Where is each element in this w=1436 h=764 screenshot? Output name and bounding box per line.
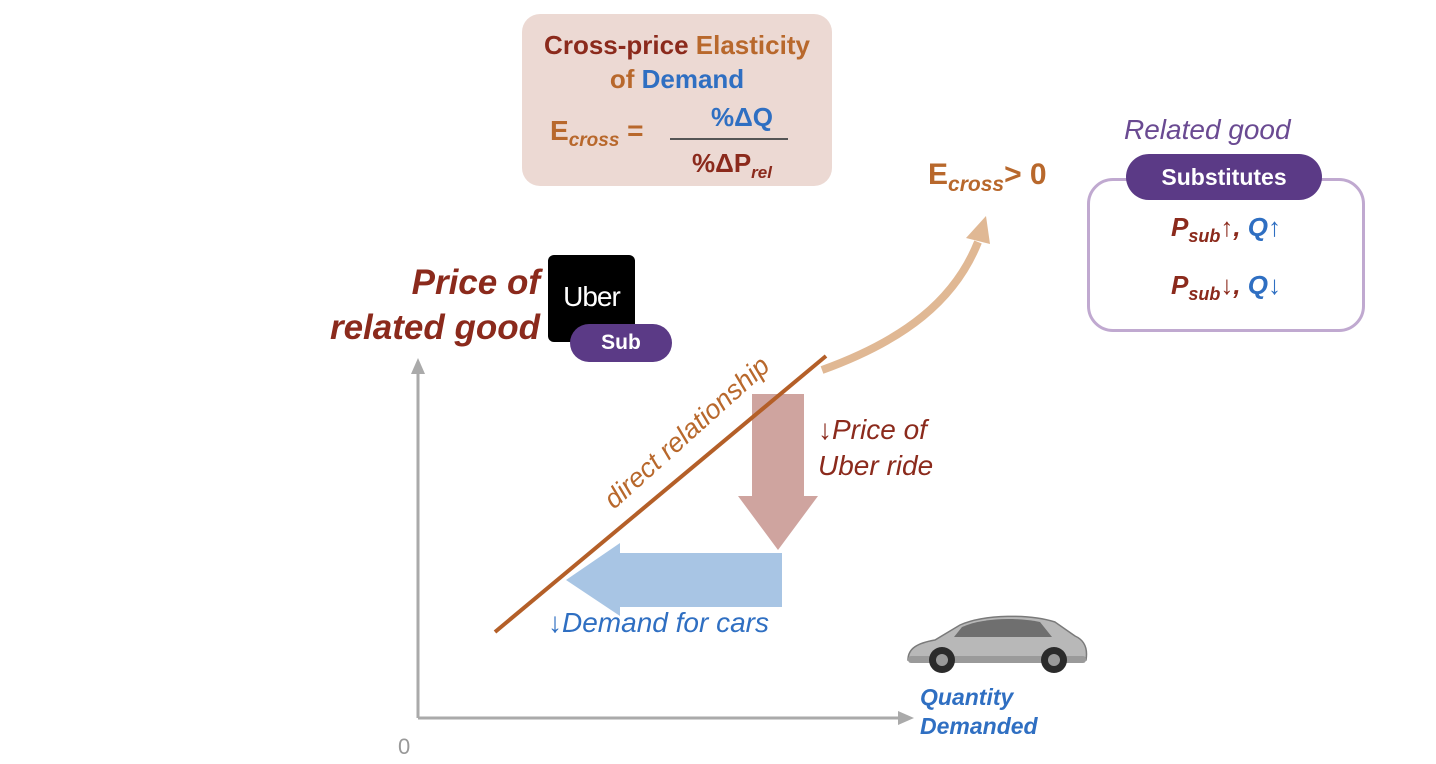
formula-title-line1: Cross-price Elasticity: [522, 30, 832, 61]
related-good-box: [1087, 178, 1365, 332]
formula-box: Cross-price Elasticity of Demand Ecross …: [522, 14, 832, 186]
x-axis-title: Quantity Demanded: [920, 684, 1038, 739]
fraction-bar: [670, 138, 788, 140]
formula-lhs: Ecross =: [550, 115, 644, 151]
price-uber-label: ↓Price of Uber ride: [818, 414, 934, 481]
formula-denominator: %ΔPrel: [692, 148, 772, 182]
title-of: of: [609, 64, 635, 94]
related-row-up: Psub↑, Q↑: [1170, 212, 1282, 246]
left-arrow: [566, 543, 782, 616]
demand-line: [493, 354, 828, 634]
formula-title-line2: of Demand: [522, 64, 832, 95]
y-axis-arrowhead: [411, 358, 425, 374]
y-axis-title: Price of related good: [329, 263, 540, 347]
curve-arrowhead: [966, 216, 990, 244]
car-icon: [907, 615, 1088, 673]
curve-arrow: [820, 240, 982, 374]
substitutes-pill: Substitutes: [1126, 154, 1322, 200]
ecross-positive-label: Ecross> 0: [928, 158, 1047, 196]
origin-label: 0: [398, 734, 411, 759]
title-demand: Demand: [641, 64, 745, 94]
related-good-title: Related good: [1124, 114, 1291, 145]
title-elasticity: Elasticity: [695, 30, 810, 60]
sub-pill: Sub: [570, 324, 672, 362]
down-arrow: [738, 394, 818, 550]
title-cross-price: Cross-price: [544, 30, 689, 60]
demand-cars-label: ↓Demand for cars: [548, 607, 769, 638]
uber-logo-text: Uber: [563, 281, 621, 312]
formula-numerator: %ΔQ: [710, 102, 774, 132]
x-axis-arrowhead: [898, 711, 914, 725]
related-row-down: Psub↓, Q↓: [1170, 270, 1282, 304]
